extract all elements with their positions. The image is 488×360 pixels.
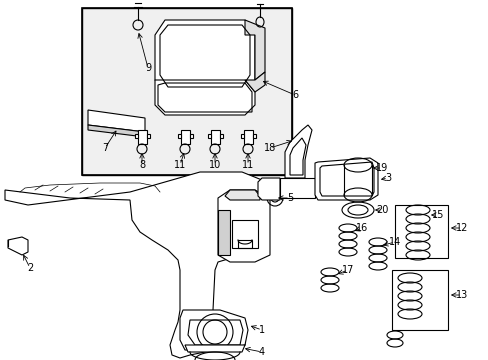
Polygon shape	[218, 190, 269, 262]
Text: 19: 19	[375, 163, 387, 173]
Text: 5: 5	[286, 193, 292, 203]
Polygon shape	[8, 237, 28, 255]
Polygon shape	[285, 125, 311, 178]
Polygon shape	[180, 130, 189, 144]
Polygon shape	[244, 72, 264, 92]
Polygon shape	[146, 134, 149, 138]
Polygon shape	[218, 210, 229, 255]
Polygon shape	[82, 8, 291, 175]
Text: 6: 6	[291, 90, 298, 100]
Text: 15: 15	[431, 210, 443, 220]
Text: 11: 11	[242, 160, 254, 170]
Polygon shape	[189, 134, 192, 138]
Text: 10: 10	[208, 160, 221, 170]
Text: 2: 2	[27, 263, 33, 273]
Text: 12: 12	[455, 223, 467, 233]
Polygon shape	[184, 345, 244, 352]
Text: 8: 8	[139, 160, 145, 170]
Polygon shape	[5, 172, 264, 358]
Polygon shape	[224, 190, 260, 200]
Text: 17: 17	[341, 265, 353, 275]
Text: 1: 1	[259, 325, 264, 335]
Polygon shape	[155, 80, 254, 115]
Text: 3: 3	[384, 173, 390, 183]
Polygon shape	[258, 178, 280, 200]
Text: 13: 13	[455, 290, 467, 300]
Text: 9: 9	[144, 63, 151, 73]
Polygon shape	[207, 134, 210, 138]
Text: 20: 20	[375, 205, 387, 215]
Polygon shape	[177, 134, 180, 138]
Polygon shape	[243, 130, 252, 144]
Polygon shape	[219, 134, 222, 138]
Text: 7: 7	[102, 143, 108, 153]
Text: 16: 16	[355, 223, 367, 233]
Text: 18: 18	[264, 143, 276, 153]
Text: 4: 4	[259, 347, 264, 357]
Polygon shape	[88, 125, 145, 137]
Polygon shape	[280, 178, 314, 198]
Text: 11: 11	[174, 160, 186, 170]
Polygon shape	[252, 134, 255, 138]
Polygon shape	[180, 310, 247, 350]
Polygon shape	[210, 130, 219, 144]
Text: 14: 14	[388, 237, 400, 247]
Polygon shape	[88, 110, 145, 132]
Polygon shape	[314, 158, 377, 200]
Polygon shape	[155, 20, 254, 92]
Polygon shape	[240, 134, 243, 138]
Polygon shape	[137, 130, 146, 144]
Polygon shape	[244, 20, 264, 80]
Polygon shape	[134, 134, 137, 138]
